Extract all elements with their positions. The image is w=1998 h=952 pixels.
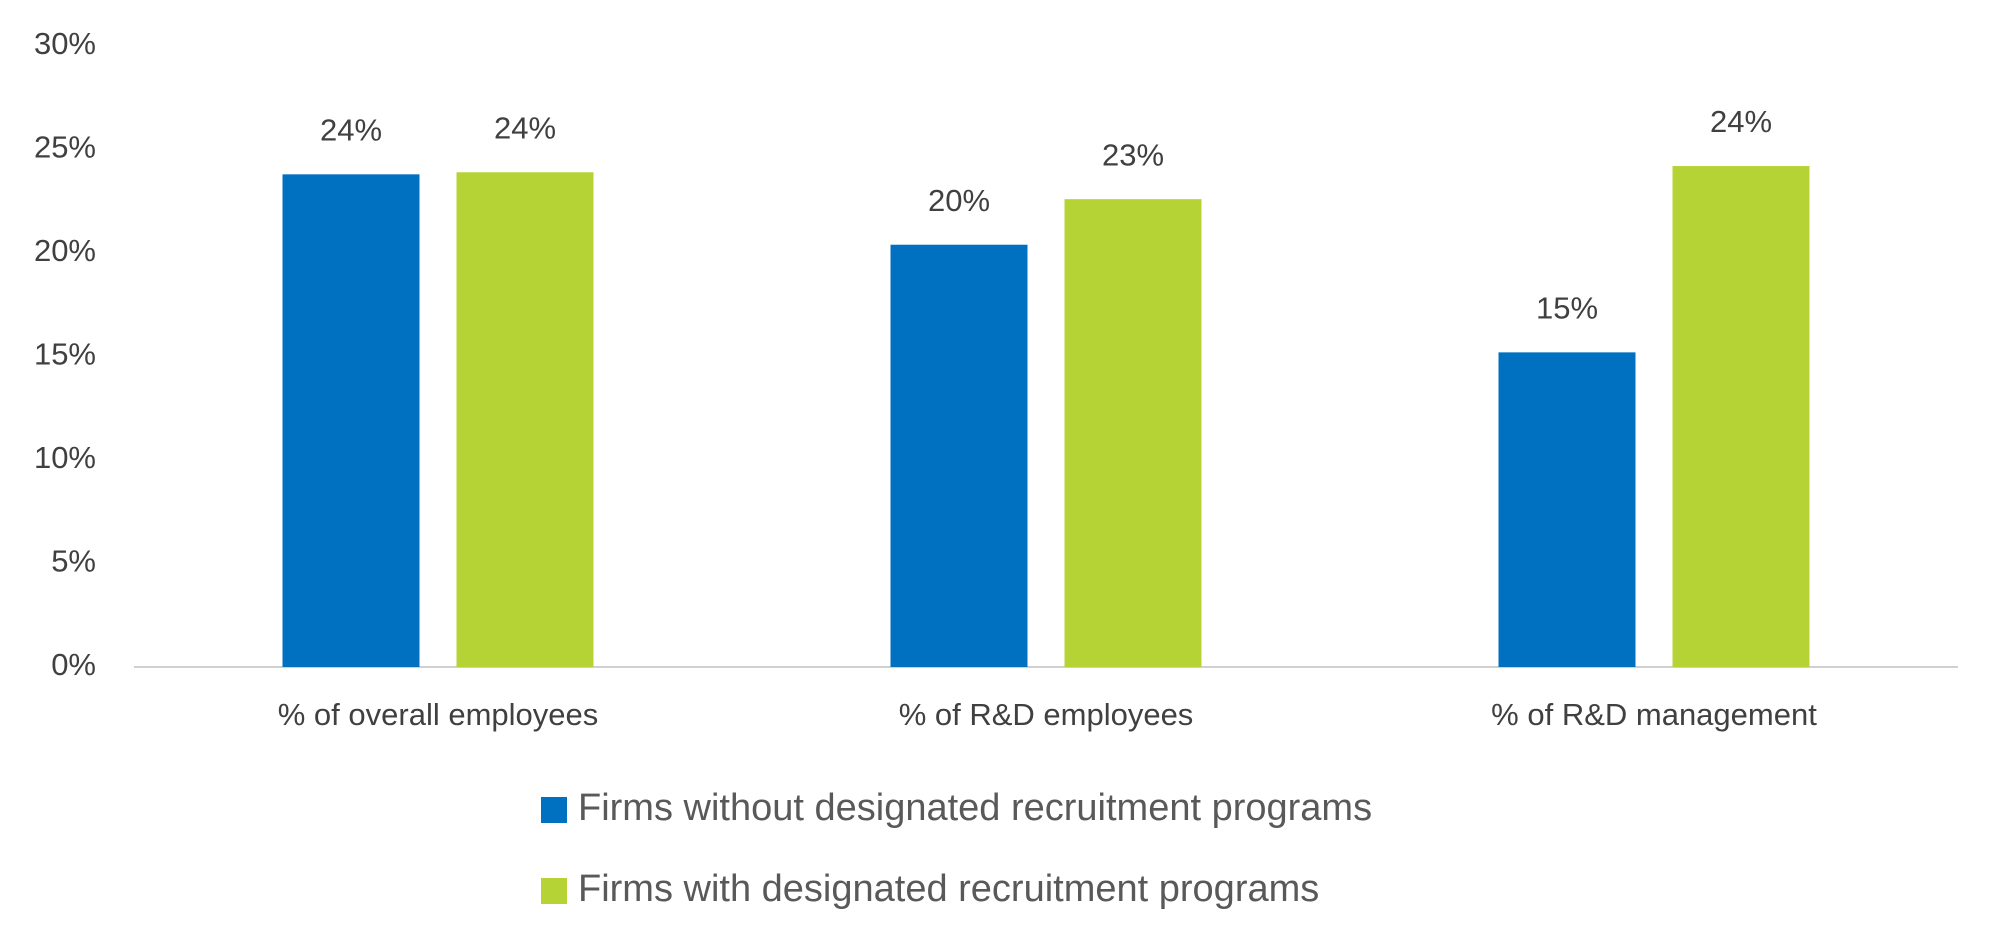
y-tick-label: 20% bbox=[34, 233, 96, 268]
legend-label: Firms without designated recruitment pro… bbox=[578, 787, 1372, 829]
bar bbox=[456, 172, 594, 667]
y-tick-label: 0% bbox=[51, 647, 96, 682]
value-label: 24% bbox=[1710, 104, 1772, 139]
value-label: 24% bbox=[494, 110, 556, 145]
y-tick-label: 15% bbox=[34, 337, 96, 372]
value-label: 24% bbox=[320, 113, 382, 148]
bar bbox=[282, 174, 420, 667]
value-label: 20% bbox=[928, 183, 990, 218]
legend-swatch bbox=[541, 878, 567, 904]
y-tick-label: 25% bbox=[34, 130, 96, 165]
x-tick-label: % of R&D employees bbox=[899, 697, 1194, 732]
legend-label: Firms with designated recruitment progra… bbox=[578, 868, 1319, 910]
x-tick-label: % of overall employees bbox=[278, 697, 599, 732]
bar bbox=[890, 244, 1028, 667]
y-tick-label: 5% bbox=[51, 544, 96, 579]
value-label: 15% bbox=[1536, 291, 1598, 326]
x-tick-label: % of R&D management bbox=[1491, 697, 1817, 732]
bar bbox=[1498, 352, 1636, 667]
value-label: 23% bbox=[1102, 137, 1164, 172]
y-tick-label: 30% bbox=[34, 26, 96, 61]
bar bbox=[1064, 199, 1202, 667]
y-tick-label: 10% bbox=[34, 440, 96, 475]
legend-swatch bbox=[541, 797, 567, 823]
bar bbox=[1672, 166, 1810, 667]
